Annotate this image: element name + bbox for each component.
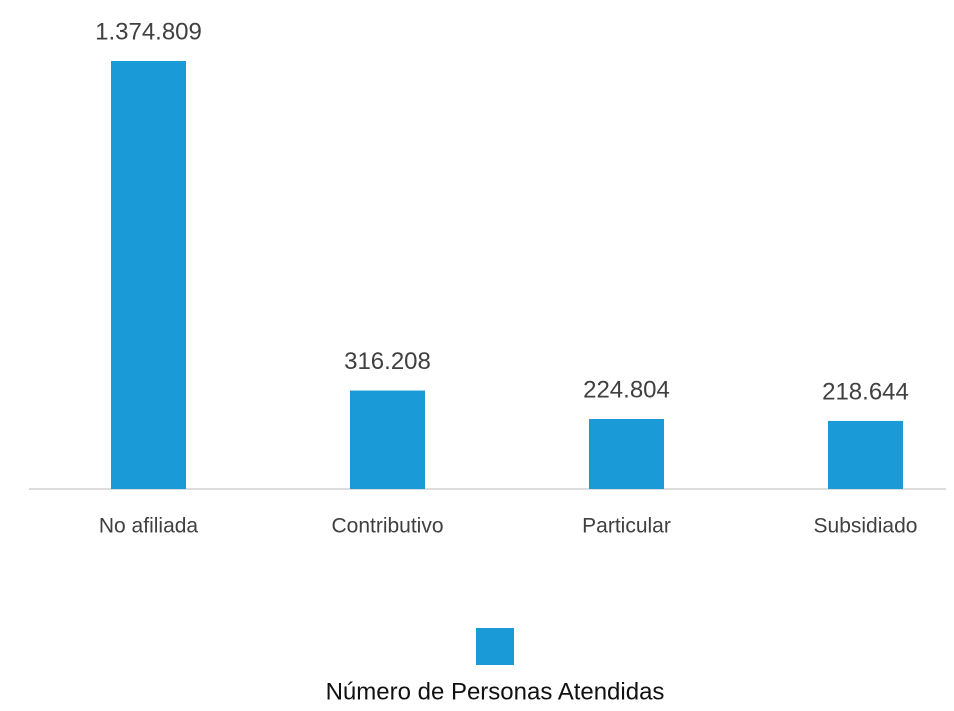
- bar: [589, 419, 664, 489]
- legend-swatch: [476, 628, 514, 665]
- legend-label: Número de Personas Atendidas: [326, 678, 665, 705]
- bar: [350, 390, 425, 489]
- bar: [111, 61, 186, 489]
- data-label: 1.374.809: [95, 18, 202, 45]
- x-tick-label: Contributivo: [331, 515, 443, 538]
- x-tick-label: No afiliada: [99, 515, 199, 538]
- x-tick-label: Particular: [582, 515, 671, 538]
- bar: [828, 420, 903, 489]
- x-tick-label: Subsidiado: [814, 515, 918, 538]
- data-label: 218.644: [822, 378, 909, 405]
- data-label: 316.208: [344, 348, 431, 375]
- data-label: 224.804: [583, 376, 670, 403]
